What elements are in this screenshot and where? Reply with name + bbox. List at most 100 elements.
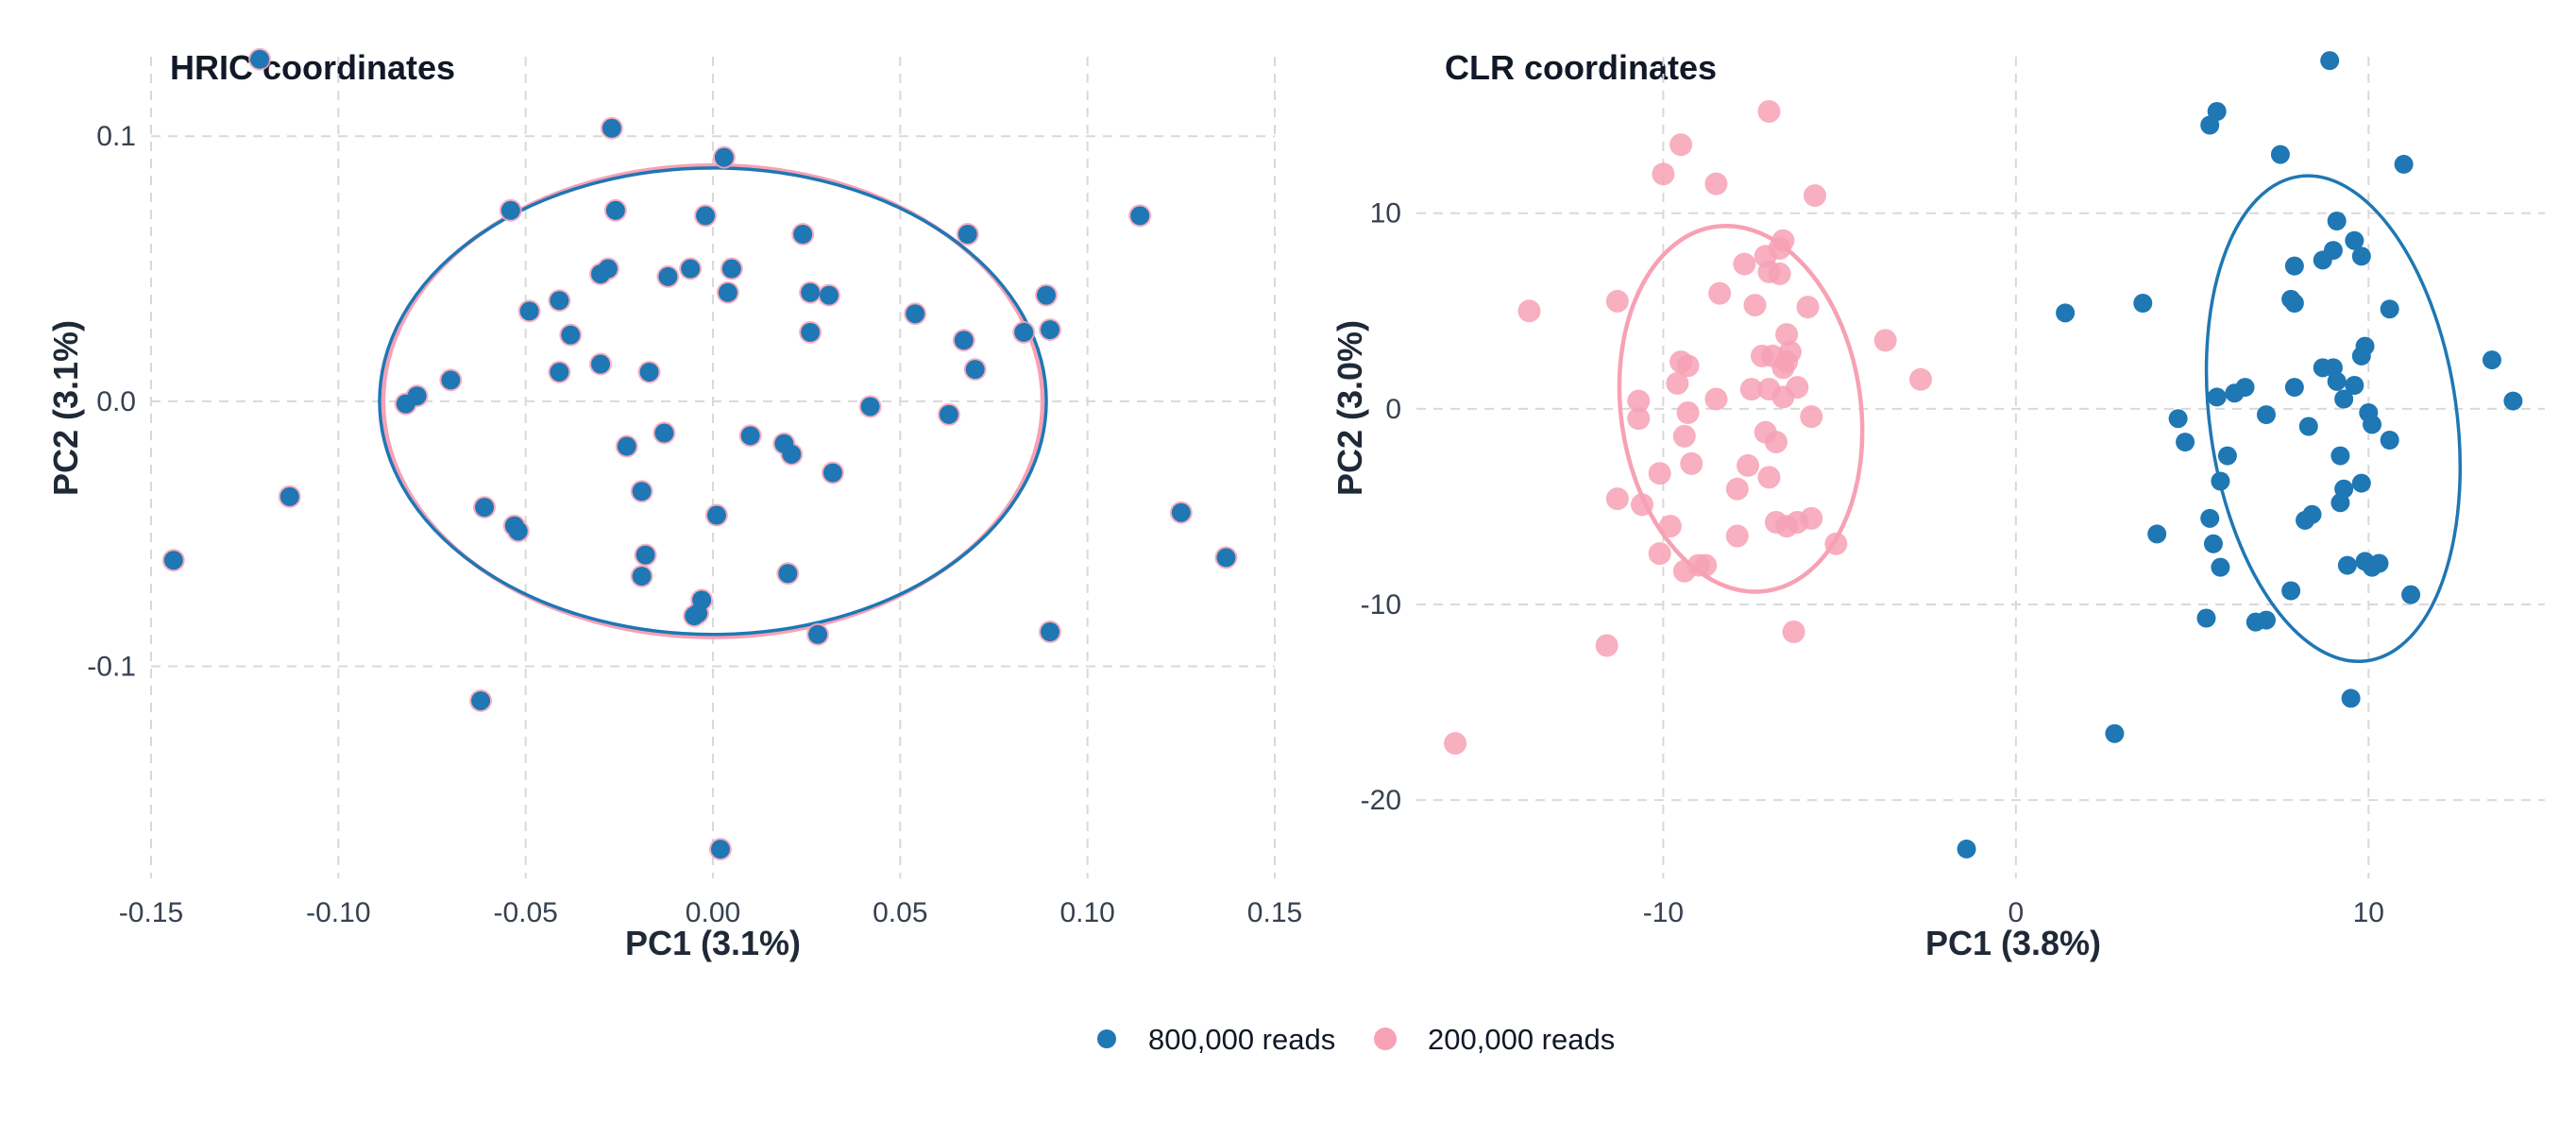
y-tick-label: 0.1 [96,121,136,152]
y-tick-label: 0 [1385,394,1401,425]
point-800k [721,259,741,279]
point-800k [519,301,539,321]
point-800k [280,486,299,506]
point-200k [1652,162,1675,186]
point-800k [1014,322,1034,342]
point-200k [1672,424,1696,448]
y-tick-label: -20 [1361,785,1401,816]
clr-ellipses [1617,174,2463,664]
point-800k [778,564,798,584]
point-800k [706,505,726,525]
point-800k [681,259,701,279]
hric-y-axis-title: PC2 (3.1%) [46,320,85,496]
point-800k [632,482,652,502]
point-800k [2351,346,2371,366]
point-800k [2256,610,2276,630]
legend-marker-800k [1097,1029,1116,1048]
x-tick-label: 0.05 [873,897,927,928]
point-800k [2313,250,2332,270]
clr-x-axis-title: PC1 (3.8%) [1925,924,2101,962]
point-200k [1680,451,1703,475]
point-800k [250,49,270,69]
point-800k [2482,350,2501,370]
point-800k [954,331,974,350]
point-800k [2380,299,2399,319]
point-800k [550,291,569,311]
point-200k [1704,172,1728,196]
hric-x-tick-labels: -0.15 -0.10 -0.05 0.00 0.05 0.10 0.15 [119,897,1302,928]
hric-panel: HRIC coordinates -0.15 -0.10 -0.05 0.00 0.05… [46,47,1302,962]
ellipse-200k [1617,223,1865,594]
point-800k [2345,376,2364,395]
point-800k [602,118,621,138]
point-200k [1750,344,1773,367]
clr-y-axis-title: PC2 (3.0%) [1330,320,1369,496]
legend-label-800k: 800,000 reads [1148,1023,1335,1056]
point-800k [1041,320,1059,340]
point-800k [958,225,977,245]
point-800k [2337,555,2357,575]
point-200k [1743,294,1767,317]
clr-points [1444,51,2523,858]
point-800k [2225,383,2245,403]
point-800k [617,436,636,456]
legend: 800,000 reads 200,000 reads [1097,1023,1615,1056]
point-200k [1757,100,1781,123]
point-200k [1764,431,1788,454]
point-800k [1037,285,1057,305]
y-tick-label: -0.1 [87,651,136,682]
point-800k [1957,839,1976,858]
point-800k [2327,371,2347,391]
point-800k [591,264,610,284]
point-200k [1803,184,1826,208]
point-800k [2334,389,2354,409]
ellipse-800k [2204,174,2463,664]
point-800k [801,322,821,342]
point-800k [808,624,828,644]
point-800k [2330,493,2350,513]
point-800k [1171,502,1191,522]
hric-panel-title: HRIC coordinates [170,48,455,87]
point-800k [2133,294,2153,313]
y-tick-label: -10 [1361,589,1401,620]
point-800k [163,551,183,570]
point-200k [1444,732,1467,756]
point-800k [860,397,880,416]
point-800k [2217,446,2237,466]
point-200k [1605,487,1629,511]
point-800k [396,394,415,414]
point-800k [819,285,839,305]
x-tick-label: -0.10 [306,897,370,928]
point-200k [1666,371,1689,395]
x-tick-label: 0.15 [1247,897,1302,928]
clr-panel: CLR coordinates -10 0 10 -20 -10 0 10 PC1 (3.… [1330,48,2545,962]
point-800k [2281,581,2301,601]
x-tick-label: 10 [2353,897,2384,928]
point-800k [906,304,925,324]
point-800k [714,147,734,167]
hric-points [161,47,1238,861]
hric-x-axis-title: PC1 (3.1%) [625,924,801,962]
point-200k [1771,385,1795,409]
point-800k [685,606,704,626]
point-800k [2176,433,2195,452]
point-800k [782,444,802,464]
point-800k [2380,431,2399,450]
legend-label-200k: 200,000 reads [1428,1023,1615,1056]
point-800k [2056,303,2076,323]
point-800k [2327,212,2347,230]
point-800k [605,200,625,220]
point-200k [1775,515,1799,538]
x-tick-label: 0.10 [1059,897,1114,928]
point-200k [1648,462,1671,485]
point-800k [2147,524,2167,544]
point-200k [1725,477,1749,501]
legend-marker-200k [1374,1028,1397,1050]
point-800k [822,463,842,483]
point-200k [1796,296,1820,319]
point-200k [1800,405,1823,429]
ellipse-800k [378,166,1048,637]
point-800k [1041,622,1059,641]
point-200k [1708,281,1732,305]
